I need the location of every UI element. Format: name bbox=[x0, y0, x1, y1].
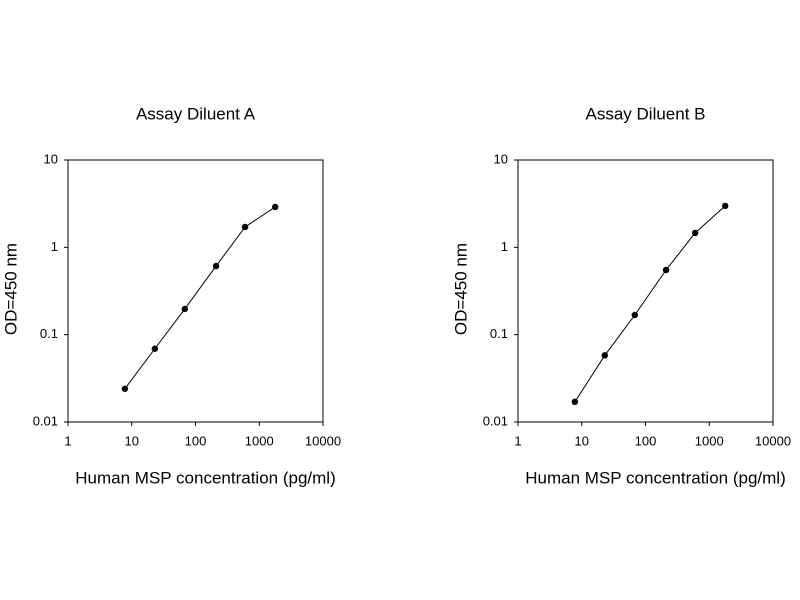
data-point bbox=[151, 345, 159, 352]
data-point bbox=[571, 398, 579, 406]
y-tick-label: 0.01 bbox=[483, 413, 508, 428]
data-point bbox=[631, 311, 639, 319]
data-point bbox=[121, 385, 129, 392]
chart-title: Assay Diluent B bbox=[586, 104, 706, 123]
y-tick-label: 1 bbox=[51, 239, 58, 254]
x-axis-label: Human MSP concentration (pg/ml) bbox=[525, 468, 785, 487]
x-tick-label: 10 bbox=[125, 433, 139, 448]
data-point bbox=[212, 262, 220, 270]
x-axis-label: Human MSP concentration (pg/ml) bbox=[75, 468, 335, 487]
y-tick-label: 0.01 bbox=[33, 413, 58, 428]
x-tick-label: 1 bbox=[64, 433, 71, 448]
y-tick-label: 0.1 bbox=[40, 326, 58, 341]
x-tick-label: 100 bbox=[185, 433, 207, 448]
data-point bbox=[722, 202, 729, 210]
x-tick-label: 10000 bbox=[755, 433, 791, 448]
data-point bbox=[662, 266, 670, 274]
y-axis-label: OD=450 nm bbox=[451, 243, 470, 335]
y-tick-label: 10 bbox=[494, 151, 508, 166]
data-line bbox=[124, 206, 276, 390]
data-point bbox=[272, 203, 279, 211]
y-tick-label: 10 bbox=[44, 151, 58, 166]
x-tick-label: 10 bbox=[575, 433, 589, 448]
x-tick-label: 10000 bbox=[305, 433, 341, 448]
y-tick-label: 0.1 bbox=[490, 326, 508, 341]
plot-frame bbox=[517, 159, 774, 423]
data-point bbox=[691, 229, 699, 237]
x-tick-label: 1 bbox=[514, 433, 521, 448]
data-line bbox=[574, 205, 726, 403]
data-point bbox=[241, 223, 249, 231]
y-axis-label: OD=450 nm bbox=[1, 243, 20, 335]
x-tick-label: 1000 bbox=[245, 433, 274, 448]
data-point bbox=[601, 352, 609, 359]
plot-frame bbox=[67, 159, 324, 423]
x-tick-label: 100 bbox=[635, 433, 657, 448]
data-point bbox=[181, 305, 189, 313]
chart-title: Assay Diluent A bbox=[136, 104, 256, 123]
x-tick-label: 1000 bbox=[695, 433, 724, 448]
y-tick-label: 1 bbox=[501, 239, 508, 254]
